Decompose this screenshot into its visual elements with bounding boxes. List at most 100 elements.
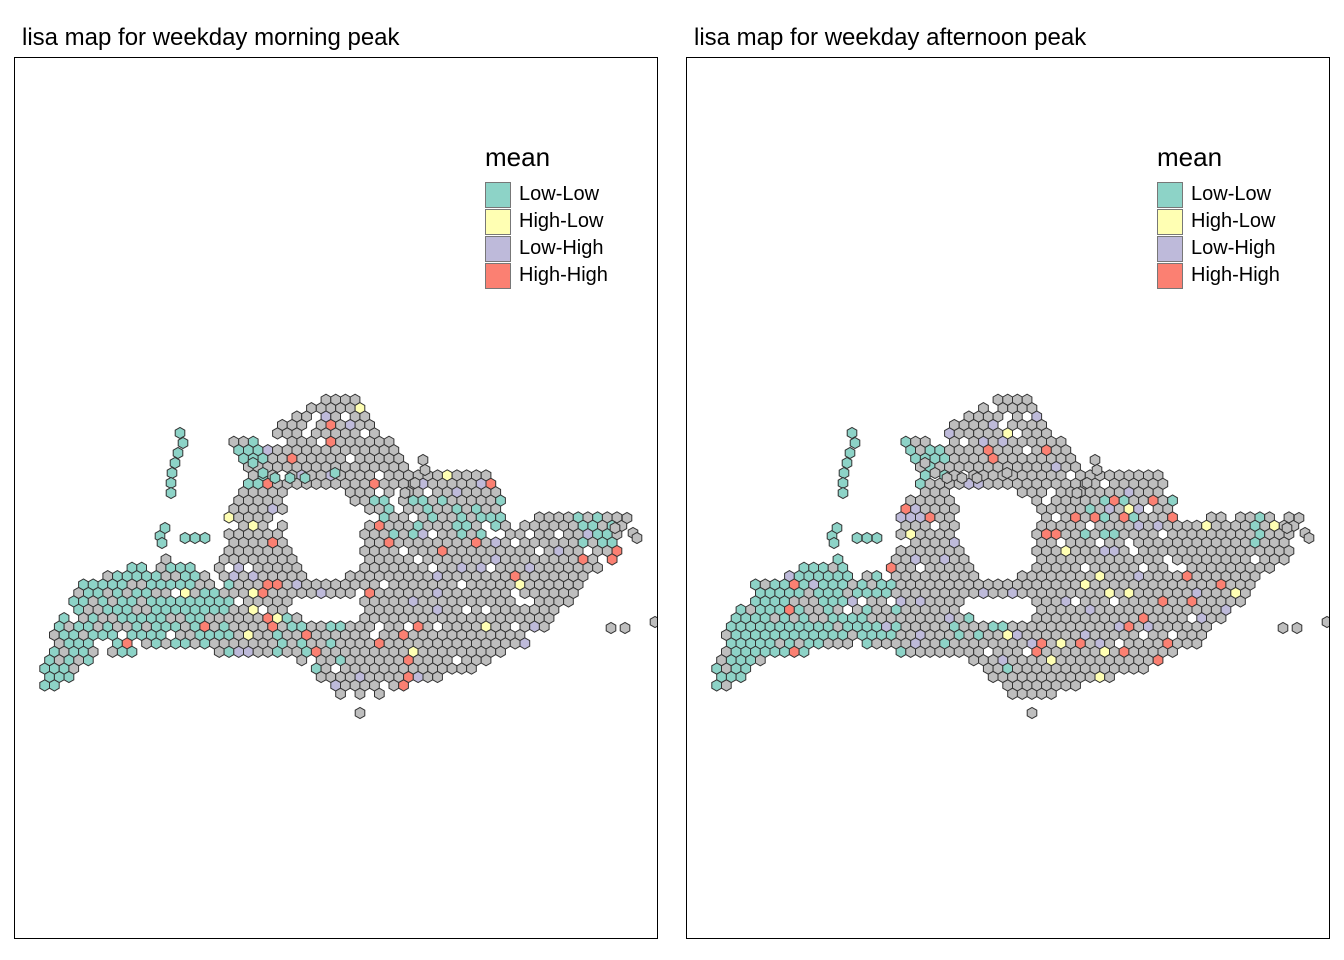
hexagon-cell	[419, 463, 431, 477]
hexagon-cell	[169, 456, 181, 470]
hexagon-cell	[956, 471, 968, 485]
hexagon-cell	[1138, 662, 1149, 675]
legend-label: Low-High	[519, 237, 604, 259]
hexagon-cell	[592, 561, 603, 574]
hexagon-cell	[180, 637, 191, 650]
hexagon-cell	[223, 645, 235, 658]
hexagon-cell	[997, 586, 1009, 600]
legend-swatch	[1157, 262, 1183, 289]
hexagon-cell	[344, 586, 356, 600]
hexagon-cell	[1007, 586, 1018, 600]
hexagon-cell	[49, 679, 60, 692]
legend-item-low-high: Low-High	[485, 235, 608, 262]
hexagon-cell	[189, 637, 201, 650]
hexagon-cell	[529, 620, 540, 633]
hexagon-cell	[1264, 561, 1275, 574]
hexagon-cell	[284, 471, 296, 485]
hexagon-cell	[982, 477, 994, 490]
hexagon-cell	[895, 645, 907, 658]
hexagon-cell	[621, 511, 633, 525]
hexagon-cell	[315, 586, 327, 600]
hexagon-cell	[310, 477, 322, 490]
hexagon-cell	[107, 645, 118, 658]
legend-title: mean	[485, 142, 551, 172]
hexagon-cell	[330, 477, 341, 490]
hexagon-cell	[165, 476, 177, 490]
hexagon-cell	[822, 637, 834, 650]
hexagon-cell	[315, 670, 327, 684]
hexagon-cell	[172, 446, 184, 460]
map-panel-morning: mean Low-Low High-Low Low-High High-High	[14, 57, 658, 939]
hexagon-cell	[631, 531, 643, 545]
legend-swatch	[1157, 235, 1183, 262]
hexagon-cell	[1152, 654, 1164, 667]
legend-label: Low-Low	[1191, 183, 1272, 205]
hexagon-cell	[412, 670, 424, 684]
hexagon-cell	[272, 645, 283, 658]
hexagon-cell	[466, 662, 477, 675]
hexagon-cell	[861, 637, 873, 650]
hexagon-cell	[606, 553, 618, 566]
hexagon-cell	[619, 621, 631, 635]
hexagon-cell	[170, 637, 181, 650]
hexagon-cell	[277, 502, 288, 516]
legend-swatch	[485, 235, 511, 262]
hexagon-cell	[335, 586, 346, 600]
hexagon-cell	[992, 477, 1004, 490]
hexagon-cell	[987, 586, 999, 600]
hexagon-cell	[798, 645, 810, 658]
hexagon-cell	[320, 477, 332, 490]
hexagon-cell	[446, 662, 458, 675]
legend-label: High-Low	[1191, 210, 1276, 232]
hexagon-cell	[1002, 477, 1013, 490]
hexagon-cell	[364, 502, 375, 516]
hexagon-cell	[1128, 662, 1140, 675]
hexagon-cell	[166, 466, 178, 480]
legend-swatch	[1157, 181, 1183, 208]
hexagon-cell	[735, 670, 747, 684]
hexagon-cell	[779, 645, 790, 658]
hexagon-cell	[432, 670, 443, 684]
hexagon-cell	[83, 654, 94, 667]
hexagon-cell	[349, 494, 361, 507]
hexagon-cell	[325, 586, 337, 600]
hexagon-cell	[177, 436, 189, 450]
hexagon-cell	[1060, 679, 1072, 692]
hexagon-cell	[929, 466, 941, 480]
hexagon-cell	[711, 679, 722, 692]
hexagon-cell	[837, 476, 849, 490]
hexagon-cell	[1291, 621, 1303, 635]
hexagon-cell	[199, 531, 211, 545]
hexagon-cell	[354, 687, 366, 700]
hexagon-cell	[609, 521, 621, 535]
hexagon-cell	[156, 536, 168, 550]
hexagon-cell	[1070, 679, 1081, 692]
hexagon-cell	[1191, 637, 1203, 650]
hexagon-cell	[97, 628, 109, 642]
hexagon-cell	[272, 427, 283, 440]
hexagon-cell	[165, 486, 177, 500]
hexagon-cell	[1089, 453, 1101, 467]
hexagon-cell	[1071, 486, 1083, 500]
hexagon-cell	[844, 446, 856, 460]
hexagon-cell	[490, 519, 502, 532]
hexagon-cell	[509, 637, 521, 650]
hexagon-cell	[919, 456, 931, 470]
hexagon-cell	[335, 687, 346, 700]
hexagon-cell	[1278, 553, 1290, 566]
legend-swatch	[1157, 208, 1183, 235]
hexagon-cell	[755, 654, 766, 667]
hexagon-cell	[223, 511, 235, 524]
hexagon-cell	[306, 586, 317, 600]
hexagon-cell	[953, 645, 965, 658]
legend-label: High-Low	[519, 210, 604, 232]
legend-swatch	[485, 181, 511, 208]
hexagon-cell	[1321, 615, 1329, 629]
hexagon-cell	[1007, 687, 1018, 700]
legend-label: High-High	[1191, 264, 1280, 286]
hexagon-cell	[213, 645, 225, 658]
hexagon-cell	[398, 679, 409, 692]
map-panel-afternoon: mean Low-Low High-Low Low-High High-High	[686, 57, 1330, 939]
panel-title-afternoon: lisa map for weekday afternoon peak	[694, 24, 1087, 51]
hexagon-cell	[257, 466, 269, 480]
